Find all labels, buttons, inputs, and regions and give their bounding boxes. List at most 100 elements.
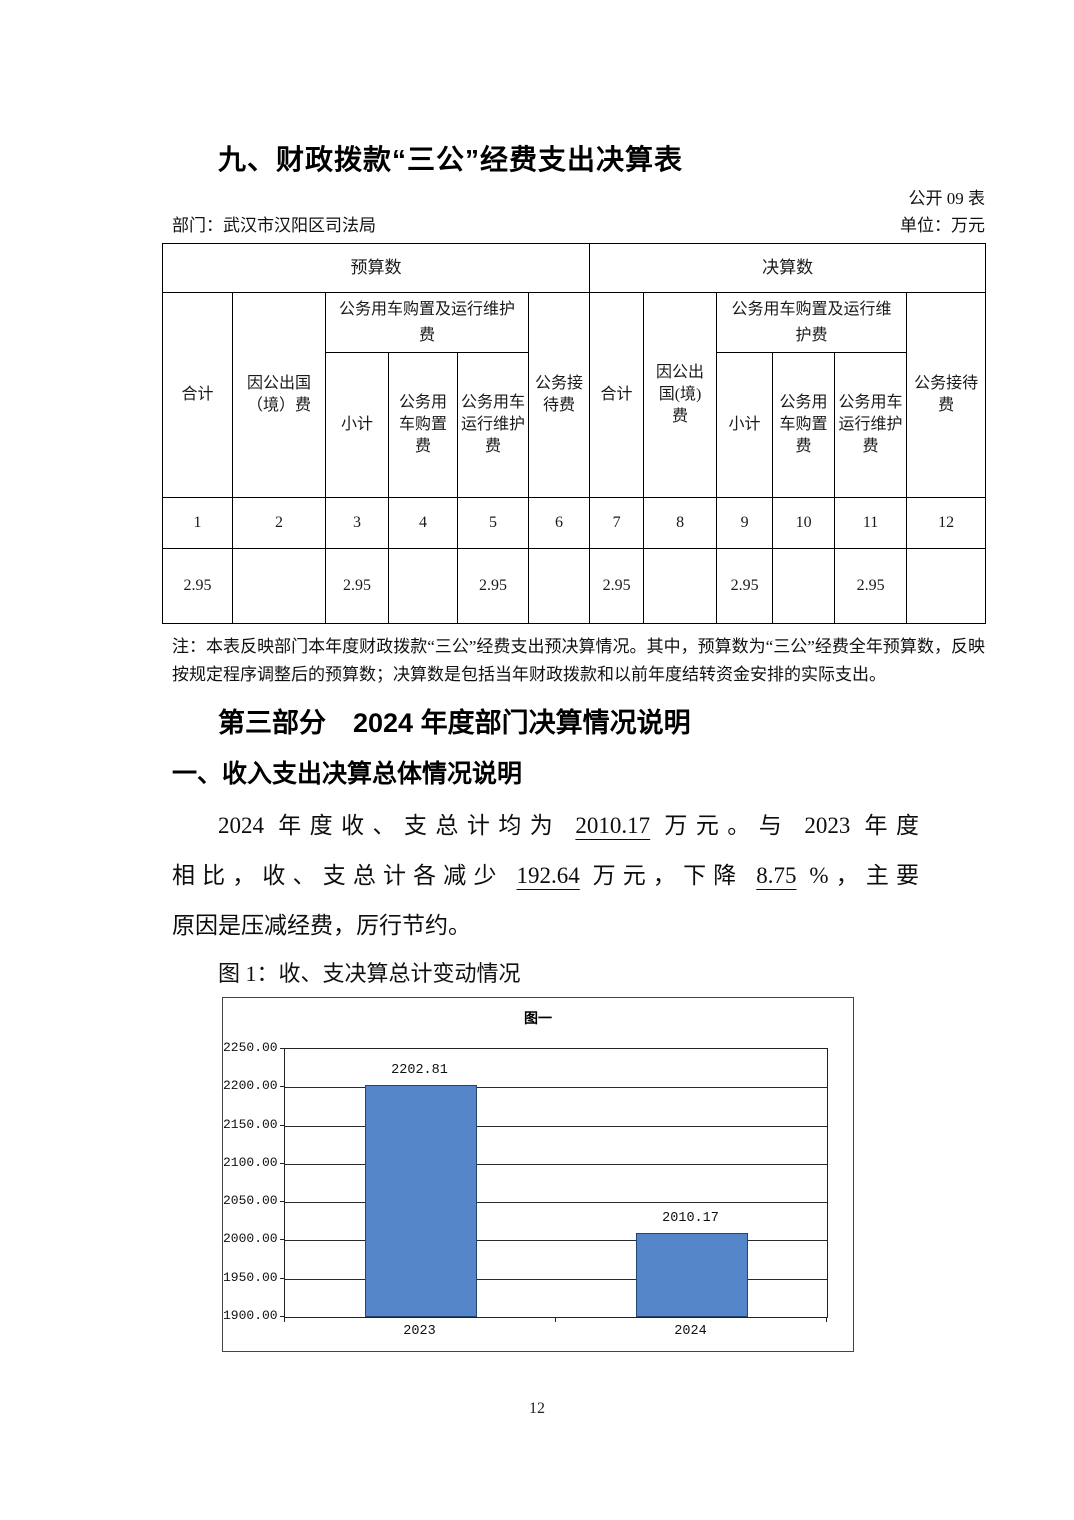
y-axis-tick-label: 1950.00	[223, 1269, 278, 1285]
x-axis-tick	[284, 1317, 285, 1322]
table-row: 预算数 决算数	[161, 243, 987, 293]
value-cell	[772, 548, 836, 624]
column-number: 8	[643, 497, 718, 549]
underlined-value: 2010.17	[575, 813, 651, 838]
text-segment: 相比，收、支总计各减少	[172, 863, 517, 888]
column-number: 10	[772, 497, 836, 549]
y-axis-tick	[280, 1124, 285, 1126]
table-row: 小计 公务用车购置费 公务用车运行维护费 小计 公务用车购置费 公务用车运行维护…	[163, 352, 986, 498]
bar-2023	[364, 1085, 477, 1317]
column-number: 5	[457, 497, 529, 549]
value-cell	[232, 548, 326, 624]
header-total-budget: 合计	[162, 292, 233, 498]
column-number: 3	[325, 497, 389, 549]
value-cell: 2.95	[162, 548, 233, 624]
value-cell: 2.95	[325, 548, 389, 624]
header-subtotal-final: 小计	[716, 352, 774, 498]
x-axis-category-label: 2023	[403, 1324, 436, 1339]
bar-2024	[635, 1232, 748, 1317]
header-abroad-final: 因公出国(境)费	[643, 292, 718, 498]
y-axis-tick-label: 2100.00	[223, 1154, 278, 1170]
y-axis-tick-label: 2050.00	[223, 1193, 278, 1209]
part-heading: 第三部分 2024 年度部门决算情况说明	[218, 708, 691, 738]
text-segment: 万元。与 2023 年度	[650, 813, 920, 838]
gridline	[285, 1278, 827, 1280]
paragraph-line: 相比，收、支总计各减少 192.64 万元，下降 8.75 %，主要	[172, 851, 919, 901]
y-axis-tick-label: 2150.00	[223, 1116, 278, 1132]
header-operation-final: 公务用车运行维护费	[834, 352, 908, 498]
sangong-expense-table: 预算数 决算数 合计 因公出国（境）费 公务用车购置及运行维护费 公务接待费 合…	[161, 243, 987, 624]
column-number: 9	[716, 497, 774, 549]
value-row: 2.95 2.95 2.95 2.95 2.95 2.95	[162, 548, 987, 624]
chart-plot-area	[284, 1048, 828, 1318]
x-axis-tick	[555, 1317, 556, 1322]
value-cell	[906, 548, 987, 624]
figure-caption: 图 1：收、支决算总计变动情况	[218, 961, 521, 986]
value-cell	[527, 548, 591, 624]
value-cell: 2.95	[834, 548, 908, 624]
column-number: 2	[232, 497, 326, 549]
department-label: 部门：武汉市汉阳区司法局	[172, 216, 376, 235]
y-axis-tick	[280, 1086, 285, 1088]
value-cell	[643, 548, 718, 624]
summary-paragraph: 2024 年度收、支总计均为 2010.17 万元。与 2023 年度 相比，收、…	[172, 801, 919, 951]
column-number: 1	[162, 497, 233, 549]
underlined-value: 192.64	[516, 863, 580, 888]
header-vehicle-group-final: 公务用车购置及运行维护费	[716, 292, 908, 353]
y-axis-tick-label: 2250.00	[223, 1040, 278, 1055]
table-meta-row: 部门：武汉市汉阳区司法局 单位：万元	[172, 213, 985, 239]
value-cell: 2.95	[457, 548, 529, 624]
table-note: 注：本表反映部门本年度财政拨款“三公”经费支出预决算情况。其中，预算数为“三公”…	[172, 637, 985, 684]
sub-heading: 一、收入支出决算总体情况说明	[172, 760, 523, 788]
y-axis-tick	[280, 1201, 285, 1203]
value-cell: 2.95	[716, 548, 774, 624]
bar-chart: 图一 2250.00 2200.00 2150.00 2100.00 2050.00 200…	[222, 997, 854, 1352]
header-reception-final: 公务接待费	[906, 292, 987, 498]
paragraph-line: 原因是压减经费，厉行节约。	[172, 901, 919, 951]
header-abroad-budget: 因公出国（境）费	[232, 292, 326, 498]
header-vehicle-group-budget: 公务用车购置及运行维护费	[325, 292, 529, 353]
bar-value-label: 2010.17	[662, 1210, 719, 1226]
column-number: 4	[388, 497, 458, 549]
column-number: 7	[589, 497, 645, 549]
table-row: 合计 因公出国（境）费 公务用车购置及运行维护费 公务接待费 合计 因公出国(境…	[162, 292, 987, 498]
header-budget-group: 预算数	[161, 243, 591, 293]
y-axis-tick	[280, 1316, 285, 1317]
page-title: 九、财政拨款“三公”经费支出决算表	[218, 144, 684, 175]
gridline	[285, 1202, 827, 1204]
y-axis-tick	[280, 1162, 285, 1164]
header-total-final: 合计	[589, 292, 645, 498]
text-segment: %，主要	[796, 863, 920, 888]
column-number: 12	[906, 497, 987, 549]
header-final-group: 决算数	[589, 243, 987, 293]
gridline	[285, 1125, 827, 1127]
value-cell	[388, 548, 458, 624]
bar-value-label: 2202.81	[391, 1063, 448, 1079]
underlined-value: 8.75	[756, 863, 797, 888]
header-subtotal-budget: 小计	[325, 352, 389, 498]
gridline	[285, 1087, 827, 1089]
text-segment: 原因是压减经费，厉行节约。	[172, 913, 471, 938]
column-number: 11	[834, 497, 908, 549]
y-axis-tick-label: 2000.00	[223, 1231, 278, 1247]
x-axis-category-label: 2024	[674, 1324, 707, 1339]
gridline	[285, 1240, 827, 1242]
header-purchase-budget: 公务用车购置费	[388, 352, 458, 498]
column-number: 6	[527, 497, 591, 549]
paragraph-line: 2024 年度收、支总计均为 2010.17 万元。与 2023 年度	[172, 801, 919, 851]
table-code: 公开 09 表	[908, 189, 986, 208]
page-number: 12	[529, 1400, 545, 1417]
text-segment: 万元，下降	[579, 863, 757, 888]
chart-title: 图一	[524, 1012, 552, 1027]
y-axis-tick-label: 1900.00	[223, 1308, 278, 1323]
unit-label: 单位：万元	[900, 216, 985, 235]
text-segment: 2024 年度收、支总计均为	[218, 813, 576, 838]
header-reception-budget: 公务接待费	[527, 292, 591, 498]
y-axis-tick	[280, 1277, 285, 1279]
column-number-row: 1 2 3 4 5 6 7 8 9 10 11 12	[162, 497, 987, 549]
header-operation-budget: 公务用车运行维护费	[457, 352, 529, 498]
y-axis-tick	[280, 1239, 285, 1241]
header-purchase-final: 公务用车购置费	[772, 352, 836, 498]
x-axis-tick	[826, 1317, 827, 1322]
